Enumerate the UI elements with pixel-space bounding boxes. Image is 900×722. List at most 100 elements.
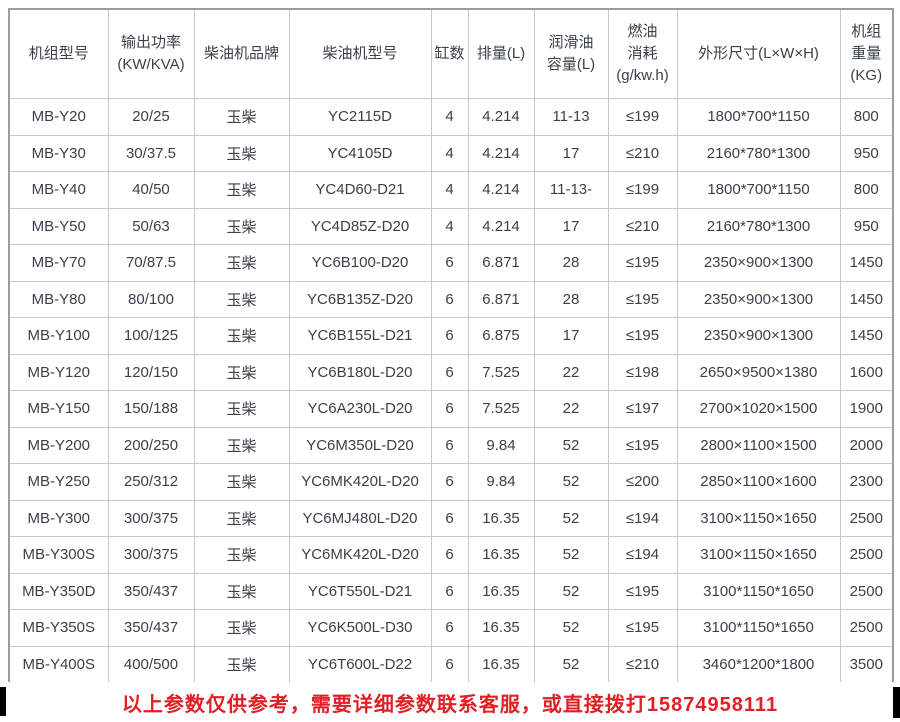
cell-oil-capacity: 17 — [533, 134, 609, 172]
column-header-model: 机组型号 — [8, 8, 109, 99]
cell-displacement: 16.35 — [467, 645, 535, 684]
table-row: MB-Y300 300/375 玉柴 YC6MJ480L-D20 6 16.35 52 ≤19… — [8, 499, 894, 537]
cell-weight: 800 — [839, 98, 894, 136]
cell-engine-model: YC6B135Z-D20 — [288, 280, 432, 318]
cell-weight: 1450 — [839, 244, 894, 282]
cell-fuel-consumption: ≤200 — [607, 463, 678, 501]
header-row: 机组型号 输出功率 (KW/KVA) 柴油机品牌 柴油机型号 缸数 排量(L) 润滑油 容量(L… — [8, 8, 894, 99]
cell-brand: 玉柴 — [193, 499, 290, 537]
cell-engine-model: YC6T600L-D22 — [288, 645, 432, 684]
cell-cylinders: 6 — [430, 536, 469, 574]
cell-brand: 玉柴 — [193, 572, 290, 610]
cell-displacement: 16.35 — [467, 536, 535, 574]
cell-oil-capacity: 22 — [533, 353, 609, 391]
cell-fuel-consumption: ≤195 — [607, 280, 678, 318]
cell-weight: 1600 — [839, 353, 894, 391]
cell-dimensions: 3100×1150×1650 — [676, 499, 841, 537]
cell-weight: 2500 — [839, 499, 894, 537]
cell-dimensions: 2350×900×1300 — [676, 244, 841, 282]
cell-engine-model: YC6M350L-D20 — [288, 426, 432, 464]
table-header: 机组型号 输出功率 (KW/KVA) 柴油机品牌 柴油机型号 缸数 排量(L) 润滑油 容量(L… — [8, 8, 894, 99]
cell-power: 80/100 — [107, 280, 195, 318]
cell-power: 150/188 — [107, 390, 195, 428]
cell-engine-model: YC6B155L-D21 — [288, 317, 432, 355]
cell-cylinders: 4 — [430, 207, 469, 245]
contact-notice-bar: 以上参数仅供参考，需要详细参数联系客服，或直接拨打15874958111 — [0, 682, 900, 722]
column-header-line: 排量(L) — [476, 45, 526, 62]
cell-brand: 玉柴 — [193, 134, 290, 172]
column-header-line: 重量 — [851, 45, 882, 62]
cell-model: MB-Y80 — [8, 280, 109, 318]
table-row: MB-Y300S 300/375 玉柴 YC6MK420L-D20 6 16.35 52 ≤1… — [8, 536, 894, 574]
cell-cylinders: 6 — [430, 463, 469, 501]
column-header-line: 输出功率 — [120, 34, 181, 51]
cell-brand: 玉柴 — [193, 390, 290, 428]
cell-power: 350/437 — [107, 572, 195, 610]
column-header-dimensions: 外形尺寸(L×W×H) — [676, 8, 841, 99]
cell-dimensions: 2800×1100×1500 — [676, 426, 841, 464]
cell-brand: 玉柴 — [193, 353, 290, 391]
cell-engine-model: YC6T550L-D21 — [288, 572, 432, 610]
cell-model: MB-Y30 — [8, 134, 109, 172]
cell-fuel-consumption: ≤195 — [607, 317, 678, 355]
cell-engine-model: YC6MJ480L-D20 — [288, 499, 432, 537]
cell-weight: 800 — [839, 171, 894, 209]
cell-displacement: 4.214 — [467, 171, 535, 209]
cell-displacement: 16.35 — [467, 499, 535, 537]
cell-engine-model: YC6B180L-D20 — [288, 353, 432, 391]
cell-power: 20/25 — [107, 98, 195, 136]
cell-model: MB-Y300 — [8, 499, 109, 537]
cell-fuel-consumption: ≤210 — [607, 134, 678, 172]
cell-oil-capacity: 28 — [533, 244, 609, 282]
table-row: MB-Y70 70/87.5 玉柴 YC6B100-D20 6 6.871 28 ≤195 23… — [8, 244, 894, 282]
cell-dimensions: 2350×900×1300 — [676, 317, 841, 355]
cell-power: 120/150 — [107, 353, 195, 391]
table-row: MB-Y100 100/125 玉柴 YC6B155L-D21 6 6.875 17 ≤195… — [8, 317, 894, 355]
cell-brand: 玉柴 — [193, 426, 290, 464]
cell-cylinders: 6 — [430, 499, 469, 537]
cell-oil-capacity: 22 — [533, 390, 609, 428]
cell-brand: 玉柴 — [193, 317, 290, 355]
column-header-line: 外形尺寸(L×W×H) — [698, 45, 819, 62]
cell-model: MB-Y150 — [8, 390, 109, 428]
cell-power: 70/87.5 — [107, 244, 195, 282]
cell-cylinders: 6 — [430, 572, 469, 610]
cell-cylinders: 6 — [430, 426, 469, 464]
cell-model: MB-Y20 — [8, 98, 109, 136]
column-header-brand: 柴油机品牌 — [193, 8, 290, 99]
cell-displacement: 4.214 — [467, 134, 535, 172]
cell-displacement: 6.871 — [467, 244, 535, 282]
cell-model: MB-Y400S — [8, 645, 109, 684]
cell-power: 50/63 — [107, 207, 195, 245]
cell-dimensions: 2160*780*1300 — [676, 134, 841, 172]
column-header-displacement: 排量(L) — [467, 8, 535, 99]
cell-cylinders: 4 — [430, 171, 469, 209]
cell-oil-capacity: 17 — [533, 207, 609, 245]
cell-oil-capacity: 28 — [533, 280, 609, 318]
cell-oil-capacity: 52 — [533, 463, 609, 501]
cell-engine-model: YC6B100-D20 — [288, 244, 432, 282]
table-row: MB-Y350D 350/437 玉柴 YC6T550L-D21 6 16.35 52 ≤19… — [8, 572, 894, 610]
cell-dimensions: 2700×1020×1500 — [676, 390, 841, 428]
table-row: MB-Y20 20/25 玉柴 YC2115D 4 4.214 11-13 ≤199 1800*… — [8, 98, 894, 136]
column-header-cylinders: 缸数 — [430, 8, 469, 99]
column-header-line: 机组型号 — [28, 45, 89, 62]
cell-displacement: 4.214 — [467, 98, 535, 136]
column-header-engine-model: 柴油机型号 — [288, 8, 432, 99]
cell-model: MB-Y100 — [8, 317, 109, 355]
cell-weight: 2000 — [839, 426, 894, 464]
cell-brand: 玉柴 — [193, 645, 290, 684]
cell-cylinders: 4 — [430, 134, 469, 172]
cell-cylinders: 6 — [430, 390, 469, 428]
cell-power: 350/437 — [107, 609, 195, 647]
column-header-line: 燃油 — [627, 23, 658, 40]
cell-brand: 玉柴 — [193, 536, 290, 574]
cell-weight: 2500 — [839, 572, 894, 610]
cell-fuel-consumption: ≤199 — [607, 171, 678, 209]
cell-displacement: 6.871 — [467, 280, 535, 318]
cell-brand: 玉柴 — [193, 244, 290, 282]
cell-brand: 玉柴 — [193, 609, 290, 647]
cell-brand: 玉柴 — [193, 207, 290, 245]
cell-weight: 1450 — [839, 280, 894, 318]
